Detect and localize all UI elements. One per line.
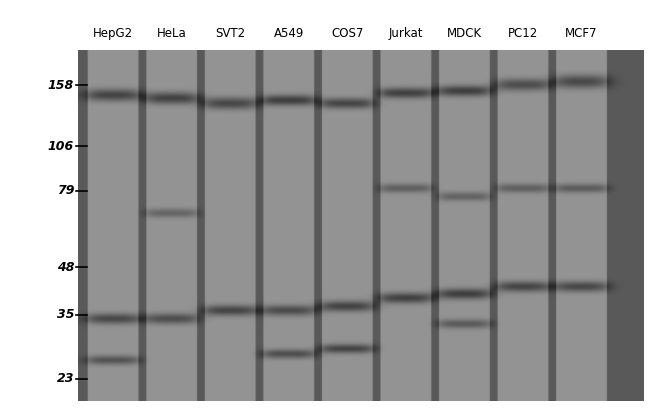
Text: 23: 23 [57,372,74,385]
Text: HeLa: HeLa [157,27,187,40]
Text: MDCK: MDCK [447,27,482,40]
Text: 106: 106 [48,140,74,153]
Text: Jurkat: Jurkat [388,27,423,40]
Text: 35: 35 [57,308,74,321]
Text: MCF7: MCF7 [565,27,597,40]
Text: 158: 158 [48,79,74,92]
Text: A549: A549 [274,27,304,40]
Text: SVT2: SVT2 [215,27,245,40]
Text: PC12: PC12 [508,27,538,40]
Text: HepG2: HepG2 [93,27,133,40]
Text: 48: 48 [57,260,74,273]
Text: 79: 79 [57,184,74,197]
Text: COS7: COS7 [331,27,363,40]
